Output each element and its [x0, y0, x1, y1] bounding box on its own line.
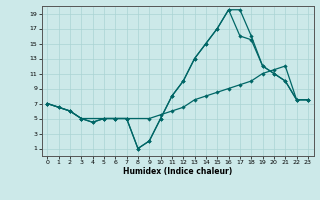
X-axis label: Humidex (Indice chaleur): Humidex (Indice chaleur)	[123, 167, 232, 176]
